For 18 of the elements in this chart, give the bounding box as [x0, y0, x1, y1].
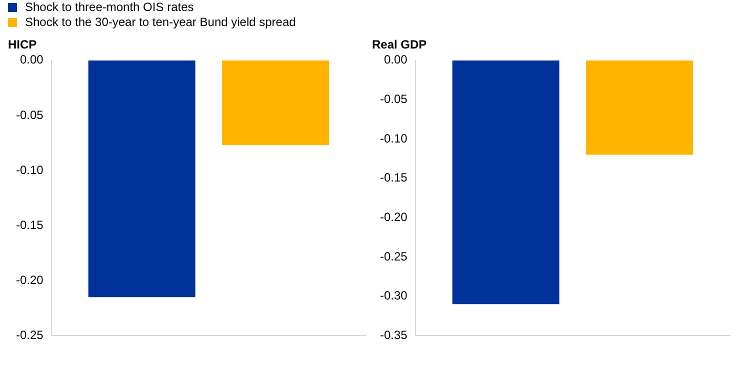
y-tick-label: 0.00 [20, 52, 44, 67]
chart-title: HICP [8, 38, 37, 52]
y-tick-label: -0.20 [380, 210, 408, 224]
y-tick-label: -0.30 [380, 288, 408, 303]
y-tick-label: -0.15 [380, 170, 408, 185]
legend-label: Shock to the 30-year to ten-year Bund yield spread [25, 15, 296, 30]
y-tick-label: -0.10 [380, 131, 408, 146]
y-tick-label: -0.25 [16, 328, 44, 342]
y-tick-label: -0.10 [16, 162, 44, 177]
y-tick-label: -0.20 [16, 272, 44, 287]
legend-label: Shock to three-month OIS rates [25, 0, 194, 15]
chart-title: Real GDP [372, 38, 427, 52]
y-tick-label: -0.35 [380, 328, 408, 342]
y-tick-label: -0.15 [16, 218, 44, 232]
y-tick-label: -0.25 [380, 249, 408, 264]
y-tick-label: 0.00 [384, 52, 408, 67]
y-tick-label: -0.05 [16, 108, 44, 122]
y-tick-label: -0.05 [380, 92, 408, 106]
